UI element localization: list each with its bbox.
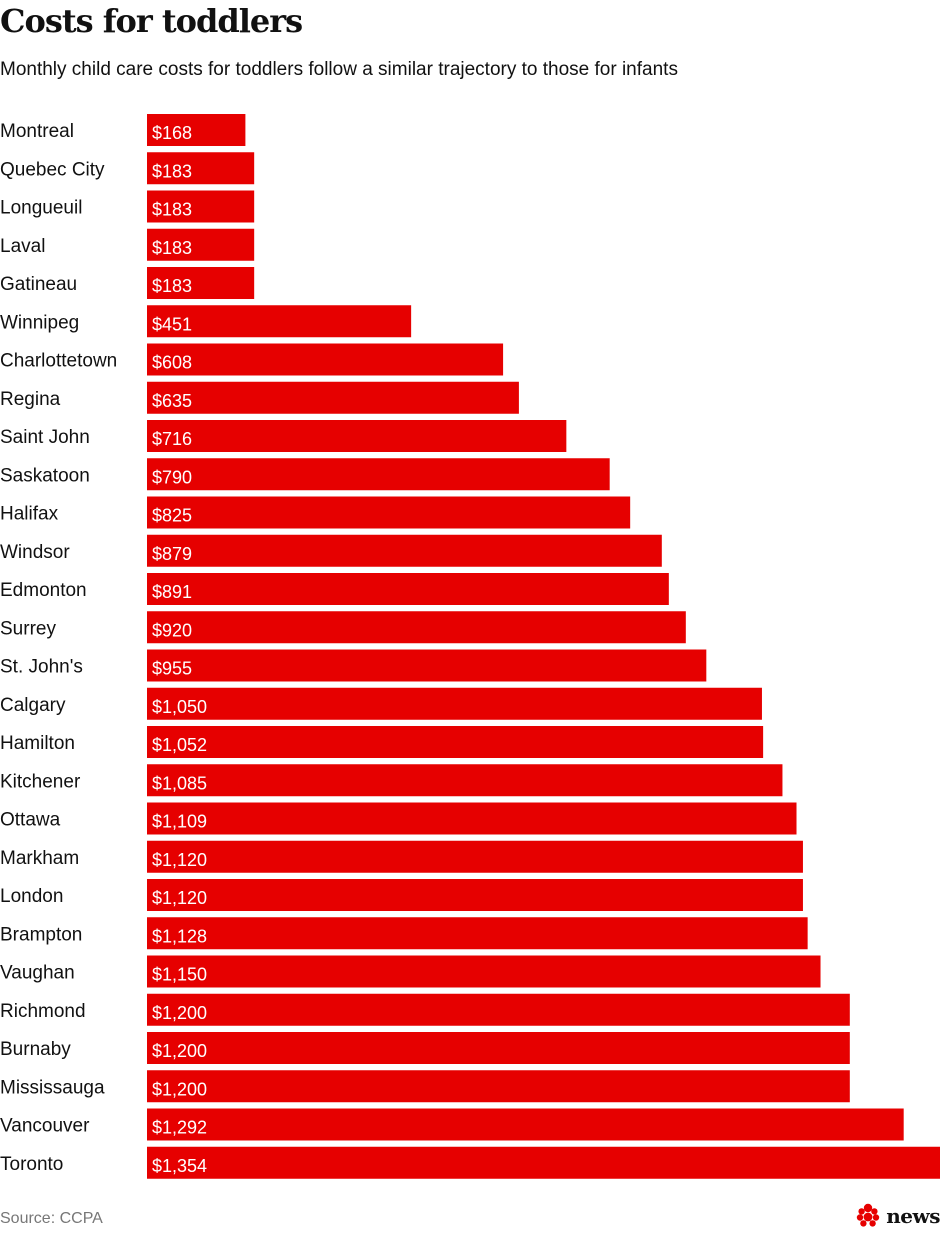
category-label: Calgary — [0, 695, 66, 716]
bar — [147, 534, 662, 567]
bar-value-label: $879 — [152, 544, 192, 564]
bar-value-label: $790 — [152, 467, 192, 487]
category-label: Surrey — [0, 618, 56, 639]
bar — [147, 152, 255, 185]
bar — [147, 458, 610, 491]
bar-value-label: $716 — [152, 429, 192, 449]
bar — [147, 114, 246, 146]
category-label: Saint John — [0, 427, 90, 448]
bar-value-label: $1,085 — [152, 773, 207, 793]
bar — [147, 726, 764, 758]
category-label: Charlottetown — [0, 351, 117, 372]
bar-value-label: $1,354 — [152, 1156, 207, 1176]
bar-value-label: $183 — [152, 238, 192, 258]
category-label: London — [0, 886, 63, 907]
category-label: Ottawa — [0, 810, 61, 831]
bar-value-label: $1,292 — [152, 1118, 207, 1138]
bar-value-label: $825 — [152, 506, 192, 526]
bar — [147, 305, 412, 338]
category-label: Quebec City — [0, 159, 105, 180]
chart-subtitle: Monthly child care costs for toddlers fo… — [0, 59, 678, 80]
bar — [147, 573, 669, 605]
category-label: Mississauga — [0, 1077, 105, 1098]
category-label: Saskatoon — [0, 465, 90, 486]
bar — [147, 381, 519, 414]
bar-value-label: $183 — [152, 276, 192, 296]
bar — [147, 840, 803, 873]
bar-chart: Montreal $168 Quebec City $183 Longueuil $183… — [0, 114, 940, 1179]
bar-value-label: $891 — [152, 582, 192, 602]
bar — [147, 343, 504, 376]
bar-value-label: $920 — [152, 620, 192, 640]
bar — [147, 917, 808, 950]
bar-value-label: $1,150 — [152, 965, 207, 985]
category-label: Halifax — [0, 504, 59, 525]
bar — [147, 993, 850, 1026]
category-label: Edmonton — [0, 580, 87, 601]
bar — [147, 496, 631, 529]
bar-value-label: $1,128 — [152, 926, 207, 946]
category-label: Laval — [0, 236, 45, 257]
bar-value-label: $1,052 — [152, 735, 207, 755]
category-label: Burnaby — [0, 1039, 71, 1060]
bar — [147, 228, 255, 261]
category-label: Montreal — [0, 121, 74, 142]
bar — [147, 764, 783, 797]
bar-value-label: $1,200 — [152, 1003, 207, 1023]
bar — [147, 955, 821, 988]
category-label: Vaughan — [0, 963, 75, 984]
bar — [147, 1070, 850, 1103]
bar-value-label: $168 — [152, 123, 192, 143]
bar-value-label: $955 — [152, 659, 192, 679]
bar-value-label: $1,120 — [152, 850, 207, 870]
chart-title: Costs for toddlers — [0, 2, 303, 40]
category-label: Kitchener — [0, 771, 81, 792]
category-label: Longueuil — [0, 198, 82, 219]
bar — [147, 1146, 940, 1179]
logo-text: news — [886, 1204, 940, 1228]
category-label: Vancouver — [0, 1116, 90, 1137]
category-label: St. John's — [0, 657, 83, 678]
bar-value-label: $1,200 — [152, 1041, 207, 1061]
category-label: Gatineau — [0, 274, 77, 295]
bar — [147, 1032, 850, 1064]
bar — [147, 190, 255, 223]
bar-value-label: $635 — [152, 391, 192, 411]
category-label: Richmond — [0, 1001, 86, 1022]
bar-value-label: $183 — [152, 200, 192, 220]
category-label: Brampton — [0, 924, 82, 945]
bar — [147, 420, 567, 452]
bar — [147, 1108, 904, 1141]
category-label: Windsor — [0, 542, 70, 563]
bar-value-label: $1,050 — [152, 697, 207, 717]
bar — [147, 802, 797, 835]
bar-value-label: $183 — [152, 161, 192, 181]
category-label: Hamilton — [0, 733, 75, 754]
bar-value-label: $1,200 — [152, 1079, 207, 1099]
bar — [147, 649, 707, 682]
bar-value-label: $608 — [152, 353, 192, 373]
cbc-news-logo: news — [854, 1201, 940, 1231]
source-note: Source: CCPA — [0, 1210, 103, 1227]
bar — [147, 267, 255, 299]
bar-value-label: $1,109 — [152, 812, 207, 832]
bar — [147, 879, 803, 911]
category-label: Markham — [0, 848, 79, 869]
bar — [147, 611, 686, 644]
category-label: Regina — [0, 389, 61, 410]
category-label: Winnipeg — [0, 312, 79, 333]
bar — [147, 687, 762, 720]
bar-value-label: $1,120 — [152, 888, 207, 908]
category-label: Toronto — [0, 1154, 63, 1175]
bar-value-label: $451 — [152, 314, 192, 334]
cbc-gem-icon — [857, 1203, 880, 1227]
